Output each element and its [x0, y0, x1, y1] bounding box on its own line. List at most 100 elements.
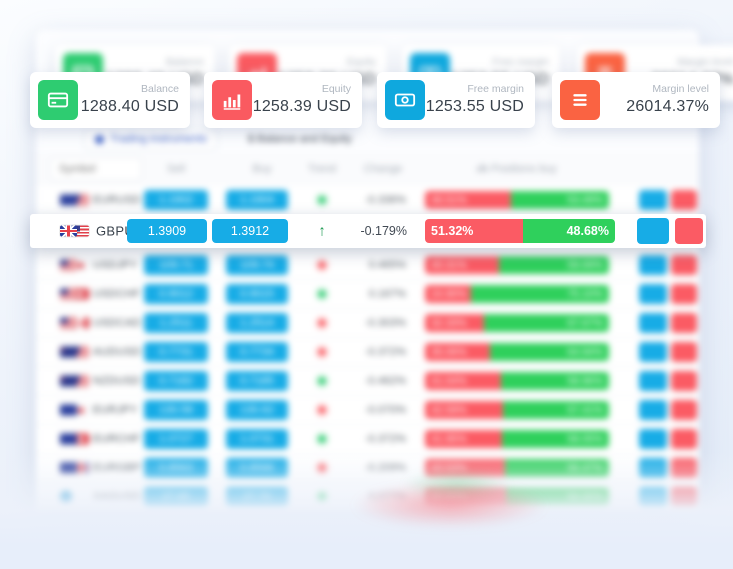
delete-button[interactable] [671, 371, 697, 391]
symbol-filter-input[interactable] [50, 157, 142, 181]
positions-bars-icon [477, 163, 488, 175]
symbol-label: NZDUSD [93, 375, 141, 387]
positions-ratio-bar: 41.04% 58.96% [425, 372, 609, 390]
chart-button[interactable] [639, 429, 667, 449]
positions-ratio-bar: 51.32% 48.68% [425, 219, 615, 243]
sell-price-button[interactable]: 0.9012 [144, 284, 208, 304]
flag-jp-icon [72, 404, 89, 416]
stat-card: Equity 1258.39 USD [204, 72, 362, 128]
delete-button[interactable] [675, 218, 703, 244]
buy-price-button[interactable]: 1.1904 [226, 190, 288, 210]
menu-icon [560, 80, 600, 120]
sell-price-button[interactable]: 130.58 [144, 400, 208, 420]
delete-button[interactable] [671, 284, 697, 304]
chart-button[interactable] [639, 371, 667, 391]
instrument-row[interactable]: USDCHF 0.9012 0.9015 0.167% 24.90% 75.10… [36, 280, 699, 309]
flag-au-icon [60, 346, 77, 358]
currency-pair-flags [60, 288, 89, 300]
buy-ratio-segment: 75.10% [470, 285, 609, 303]
stat-card-label: Balance [141, 82, 179, 95]
sell-price-button[interactable]: 1.1902 [144, 190, 208, 210]
buy-price-button[interactable]: 1.2514 [226, 313, 288, 333]
trend-down-dot-icon [318, 348, 326, 356]
flag-ch-icon [72, 433, 89, 445]
stat-card-value: 1253.55 USD [425, 98, 524, 116]
instrument-row[interactable]: NZDUSD 0.7182 0.7185 -0.462% 41.04% 58.9… [36, 367, 699, 396]
stat-card-value: 26014.37% [626, 98, 709, 116]
instrument-row[interactable]: USDJPY 109.71 109.74 0.465% 40.31% 59.69… [36, 251, 699, 280]
buy-price-button[interactable]: 109.74 [226, 255, 288, 275]
sell-price-button[interactable]: 109.71 [144, 255, 208, 275]
instrument-row[interactable]: GBPUSD 1.3909 1.3912 ↑ -0.179% 51.32% 48… [30, 214, 706, 248]
change-value: -0.462% [365, 375, 406, 387]
stat-card-label: Equity [321, 82, 351, 95]
chart-button[interactable] [639, 400, 667, 420]
buy-ratio-segment: 57.41% [503, 401, 609, 419]
delete-button[interactable] [671, 190, 697, 210]
chart-button[interactable] [639, 313, 667, 333]
positions-ratio-bar: 40.31% 59.69% [425, 256, 609, 274]
change-value: -0.372% [365, 433, 406, 445]
change-value: -0.336% [365, 194, 406, 206]
tab-balance-and-equity[interactable]: $ Balance and Equity [248, 133, 352, 145]
sell-price-button[interactable]: 1.0727 [144, 429, 208, 449]
header-change: Change [363, 163, 403, 175]
header-sell: Sell [166, 163, 186, 175]
chart-button[interactable] [637, 218, 669, 244]
buy-price-button[interactable]: 0.7734 [226, 342, 288, 362]
buy-price-button[interactable]: 130.62 [226, 400, 288, 420]
chart-button[interactable] [639, 342, 667, 362]
buy-ratio-segment: 53.49% [510, 191, 609, 209]
buy-price-button[interactable]: 1.0731 [226, 429, 288, 449]
delete-button[interactable] [671, 342, 697, 362]
symbol-label: EURUSD [93, 194, 141, 206]
buy-price-button[interactable]: 1.3912 [212, 219, 288, 243]
trend-up-dot-icon [318, 435, 326, 443]
change-value: -0.303% [365, 317, 406, 329]
instrument-row[interactable]: EURUSD 1.1902 1.1904 -0.336% 46.51% 53.4… [36, 186, 699, 215]
header-trend: Trend [307, 163, 337, 175]
sell-ratio-segment: 40.31% [425, 256, 500, 274]
delete-button[interactable] [671, 255, 697, 275]
stat-card: Balance 1288.40 USD [30, 72, 190, 128]
flag-ca-icon [72, 317, 89, 329]
stat-card: Free margin 1253.55 USD [377, 72, 535, 128]
stat-card-label: Free margin [492, 55, 549, 68]
chart-button[interactable] [639, 284, 667, 304]
stat-card: Margin level 26014.37% [552, 72, 720, 128]
delete-button[interactable] [671, 313, 697, 333]
buy-ratio-segment: 58.05% [502, 430, 609, 448]
sell-price-button[interactable]: 1.3909 [127, 219, 207, 243]
change-value: -0.372% [365, 346, 406, 358]
banknote-icon [385, 80, 425, 120]
tab-bar: Trading instruments $ Balance and Equity [84, 128, 352, 150]
trend-down-dot-icon [318, 261, 326, 269]
instrument-row[interactable]: EURCHF 1.0727 1.0731 -0.372% 41.95% 58.0… [36, 425, 699, 454]
flag-us-icon [60, 288, 77, 300]
positions-ratio-bar: 42.59% 57.41% [425, 401, 609, 419]
sell-ratio-segment: 24.90% [425, 285, 471, 303]
instrument-row[interactable]: AUDUSD 0.7731 0.7734 -0.372% 35.06% 64.9… [36, 338, 699, 367]
tab-trading-instruments[interactable]: Trading instruments [84, 128, 218, 150]
flag-nz-icon [60, 375, 77, 387]
flag-eu-icon [60, 433, 77, 445]
instrument-row[interactable]: USDCAD 1.2511 1.2514 -0.303% 32.33% 67.6… [36, 309, 699, 338]
chart-button[interactable] [639, 190, 667, 210]
symbol-label: AUDUSD [93, 346, 141, 358]
sell-price-button[interactable]: 0.7731 [144, 342, 208, 362]
chart-button[interactable] [639, 255, 667, 275]
sell-price-button[interactable]: 0.7182 [144, 371, 208, 391]
trend-down-dot-icon [318, 319, 326, 327]
buy-price-button[interactable]: 0.7185 [226, 371, 288, 391]
instrument-row[interactable]: EURJPY 130.58 130.62 -0.070% 42.59% 57.4… [36, 396, 699, 425]
flag-ch-icon [72, 288, 89, 300]
delete-button[interactable] [671, 400, 697, 420]
flag-eu-icon [60, 404, 77, 416]
sell-price-button[interactable]: 1.2511 [144, 313, 208, 333]
positions-ratio-bar: 46.51% 53.49% [425, 191, 609, 209]
change-value: 0.465% [368, 259, 406, 271]
buy-price-button[interactable]: 0.9015 [226, 284, 288, 304]
delete-button[interactable] [671, 429, 697, 449]
